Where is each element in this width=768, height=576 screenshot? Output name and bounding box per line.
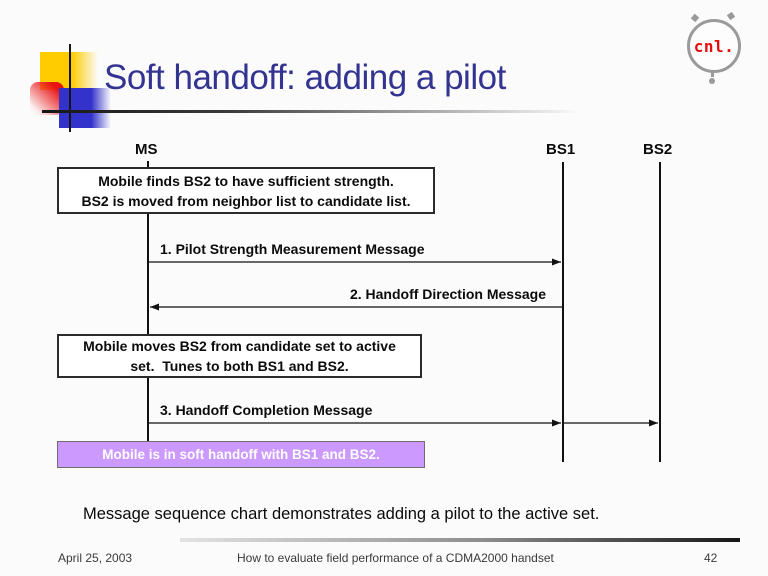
page-title: Soft handoff: adding a pilot (104, 58, 506, 97)
logo-stem (711, 71, 714, 77)
actor-label-bs2: BS2 (643, 141, 673, 158)
note-line: BS2 is moved from neighbor list to candi… (81, 192, 411, 209)
note-line: Mobile finds BS2 to have sufficient stre… (98, 172, 394, 189)
decoration-red-square (30, 82, 64, 115)
actor-label-bs1: BS1 (546, 141, 576, 158)
note-box-candidate-list: Mobile finds BS2 to have sufficient stre… (57, 167, 435, 214)
footer-rule (180, 538, 740, 542)
slide-caption: Message sequence chart demonstrates addi… (83, 505, 600, 523)
cnl-logo: cnl. (687, 19, 741, 73)
note-box-active-set: Mobile moves BS2 from candidate set to a… (57, 334, 422, 378)
logo-dot (709, 78, 715, 84)
message-label-3: 3. Handoff Completion Message (160, 402, 373, 418)
title-underline-rule (42, 110, 582, 113)
footer-page-number: 42 (704, 551, 718, 565)
note-line: set. Tunes to both BS1 and BS2. (130, 358, 349, 374)
cnl-logo-text: cnl. (693, 36, 735, 56)
actor-label-ms: MS (135, 141, 158, 158)
logo-bump (690, 13, 700, 23)
status-box-soft-handoff: Mobile is in soft handoff with BS1 and B… (57, 441, 425, 468)
message-label-2: 2. Handoff Direction Message (349, 286, 546, 302)
logo-bump (726, 11, 736, 21)
footer-date: April 25, 2003 (58, 551, 133, 565)
footer-title: How to evaluate field performance of a C… (237, 551, 554, 565)
message-label-1: 1. Pilot Strength Measurement Message (160, 241, 425, 257)
decoration-blue-square (59, 88, 111, 128)
note-line: Mobile moves BS2 from candidate set to a… (83, 338, 396, 354)
decoration-crosshair-line (69, 44, 71, 132)
